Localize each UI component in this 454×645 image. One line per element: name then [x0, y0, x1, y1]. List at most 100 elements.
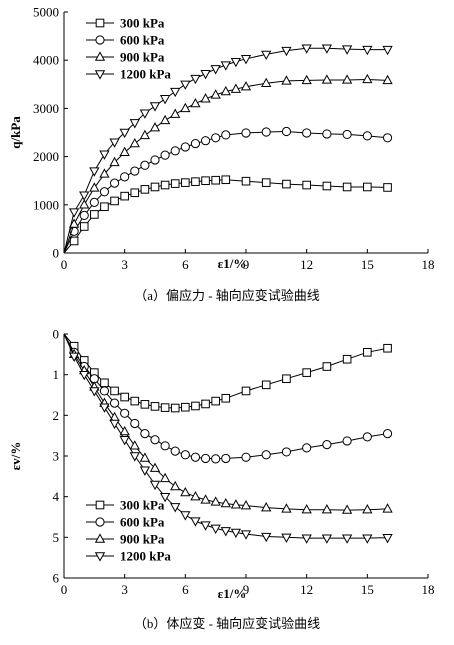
data-point: [382, 74, 393, 85]
data-point: [342, 354, 352, 364]
data-point: [129, 452, 140, 462]
data-point: [362, 131, 372, 141]
data-point: [79, 210, 89, 221]
data-point: [149, 462, 161, 472]
data-point: [221, 453, 231, 464]
data-point: [170, 179, 180, 188]
data-point: [139, 466, 151, 476]
data-point: [200, 93, 211, 103]
data-point: [200, 69, 211, 80]
data-point: [210, 496, 221, 506]
x-tick-label: 9: [243, 257, 250, 272]
data-point: [109, 138, 120, 148]
data-point: [230, 499, 242, 509]
data-point: [139, 452, 151, 462]
data-point: [68, 218, 80, 228]
data-point: [140, 429, 150, 439]
data-point: [120, 408, 130, 418]
data-point: [221, 393, 231, 403]
data-point: [99, 403, 110, 413]
data-point: [130, 188, 140, 198]
data-point: [99, 187, 110, 197]
data-point: [119, 146, 130, 156]
data-point: [210, 524, 221, 535]
data-point: [130, 396, 140, 406]
data-point: [140, 185, 150, 194]
series-line: [63, 47, 388, 254]
data-point: [362, 534, 373, 544]
x-tick-label: 18: [422, 582, 435, 597]
series-line: [63, 78, 388, 254]
data-point: [170, 87, 181, 98]
x-tick-label: 18: [422, 257, 435, 272]
x-axis-label: ε1/%: [218, 586, 247, 601]
data-point: [281, 126, 292, 137]
data-point: [220, 527, 231, 537]
x-axis-label: ε1/%: [218, 256, 247, 271]
legend-label: 900 kPa: [120, 532, 165, 547]
data-point: [282, 179, 291, 189]
data-point: [130, 166, 140, 176]
data-point: [201, 176, 210, 185]
legend-label: 1200 kPa: [120, 549, 171, 564]
x-tick-label: 9: [243, 582, 250, 597]
data-point: [99, 168, 110, 178]
data-point: [220, 85, 231, 96]
data-point: [240, 530, 252, 540]
data-point: [109, 398, 120, 408]
data-point: [190, 452, 201, 462]
data-point: [241, 128, 251, 138]
data-point: [211, 133, 221, 143]
series-900-kpa: [63, 73, 393, 254]
data-point: [130, 418, 140, 429]
data-point: [68, 208, 80, 218]
data-point: [170, 146, 180, 156]
data-point: [211, 454, 221, 464]
legend-label: 600 kPa: [120, 33, 165, 48]
y-tick-label: 4000: [33, 53, 59, 68]
legend-marker: [95, 35, 105, 45]
data-point: [150, 182, 160, 192]
data-point: [181, 178, 190, 187]
data-point: [301, 44, 312, 54]
data-point: [281, 75, 292, 85]
data-point: [301, 534, 312, 544]
data-point: [382, 429, 393, 439]
data-point: [261, 127, 271, 137]
data-point: [282, 374, 291, 384]
data-point: [69, 236, 79, 246]
data-point: [140, 400, 150, 409]
data-point: [341, 74, 353, 84]
series-line: [63, 333, 388, 539]
y-tick-label: 4: [53, 489, 60, 504]
data-point: [109, 419, 120, 430]
data-point: [321, 504, 333, 514]
figure-caption: （b）体应变 - 轴向应变试验曲线: [134, 616, 320, 631]
legend-label: 300 kPa: [120, 16, 165, 31]
data-point: [210, 65, 221, 75]
legend-marker: [94, 70, 106, 80]
x-tick-label: 3: [121, 582, 128, 597]
data-point: [322, 440, 332, 450]
data-point: [261, 450, 271, 460]
data-point: [261, 178, 271, 187]
data-point: [149, 102, 161, 112]
data-point: [89, 197, 99, 207]
legend-marker: [95, 517, 105, 527]
series-300-kpa: [63, 175, 392, 254]
data-point: [261, 502, 272, 512]
data-point: [180, 80, 191, 90]
data-point: [120, 191, 129, 201]
data-point: [261, 532, 272, 543]
data-point: [149, 480, 161, 491]
data-point: [100, 202, 109, 212]
data-point: [302, 443, 312, 453]
data-point: [321, 44, 333, 54]
series-line: [63, 179, 388, 254]
data-point: [180, 102, 191, 113]
x-tick-label: 15: [361, 582, 374, 597]
x-tick-label: 12: [300, 257, 313, 272]
data-point: [240, 55, 252, 65]
x-tick-label: 15: [361, 257, 374, 272]
data-point: [89, 167, 100, 177]
